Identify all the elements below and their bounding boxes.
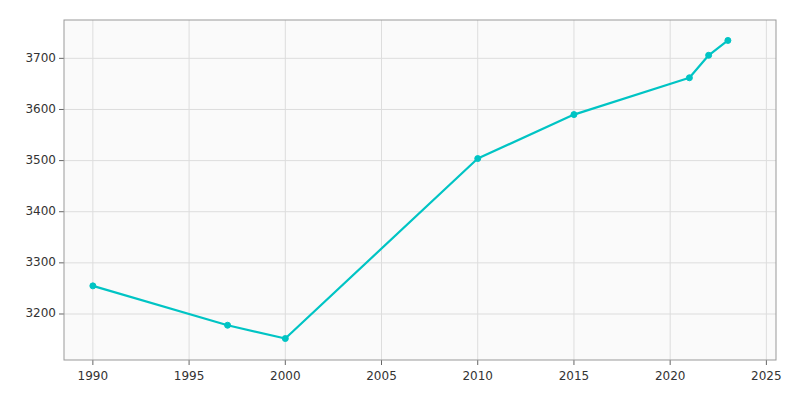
plot-frame xyxy=(64,20,776,360)
y-tick-label: 3700 xyxy=(25,51,56,65)
y-grid-line xyxy=(64,262,776,263)
x-tick-label: 2020 xyxy=(655,369,686,383)
y-tick-label: 3400 xyxy=(25,204,56,218)
x-grid-line xyxy=(573,20,574,360)
x-tick xyxy=(92,360,93,365)
x-tick-label: 2015 xyxy=(559,369,590,383)
point xyxy=(90,283,96,289)
x-tick-label: 2000 xyxy=(270,369,301,383)
y-tick xyxy=(59,313,64,314)
y-tick-label: 3600 xyxy=(25,102,56,116)
x-tick xyxy=(573,360,574,365)
x-grid-line xyxy=(285,20,286,360)
x-tick-label: 1990 xyxy=(78,369,109,383)
x-tick xyxy=(766,360,767,365)
y-tick xyxy=(59,58,64,59)
axes: 3200 3300 3400 3500 3600 3700 1990 1995 2000 2005… xyxy=(25,51,781,383)
point xyxy=(725,37,731,43)
x-tick-label: 2010 xyxy=(462,369,493,383)
x-tick xyxy=(285,360,286,365)
series xyxy=(90,37,731,341)
y-grid-line xyxy=(64,58,776,59)
y-tick-label: 3500 xyxy=(25,153,56,167)
point xyxy=(706,52,712,58)
y-tick xyxy=(59,160,64,161)
grid xyxy=(64,20,776,360)
x-tick xyxy=(381,360,382,365)
y-tick xyxy=(59,262,64,263)
x-tick xyxy=(477,360,478,365)
x-tick-label: 1995 xyxy=(174,369,205,383)
point xyxy=(571,112,577,118)
y-grid-line xyxy=(64,109,776,110)
chart-container: 3200 3300 3400 3500 3600 3700 1990 1995 2000 2005… xyxy=(0,0,800,400)
x-grid-line xyxy=(92,20,93,360)
y-tick-label: 3300 xyxy=(25,255,56,269)
x-grid-line xyxy=(189,20,190,360)
x-tick xyxy=(670,360,671,365)
point xyxy=(686,75,692,81)
x-grid-line xyxy=(670,20,671,360)
x-tick xyxy=(189,360,190,365)
x-grid-line xyxy=(477,20,478,360)
y-tick-label: 3200 xyxy=(25,306,56,320)
plot-background xyxy=(64,20,776,360)
x-grid-line xyxy=(766,20,767,360)
x-tick-label: 2005 xyxy=(366,369,397,383)
point xyxy=(225,322,231,328)
line xyxy=(93,40,728,338)
point xyxy=(475,156,481,162)
x-grid-line xyxy=(381,20,382,360)
y-tick xyxy=(59,109,64,110)
y-tick xyxy=(59,211,64,212)
y-grid-line xyxy=(64,313,776,314)
point xyxy=(282,336,288,342)
chart-svg: 3200 3300 3400 3500 3600 3700 1990 1995 2000 2005… xyxy=(0,0,800,400)
y-grid-line xyxy=(64,160,776,161)
x-tick-label: 2025 xyxy=(751,369,782,383)
